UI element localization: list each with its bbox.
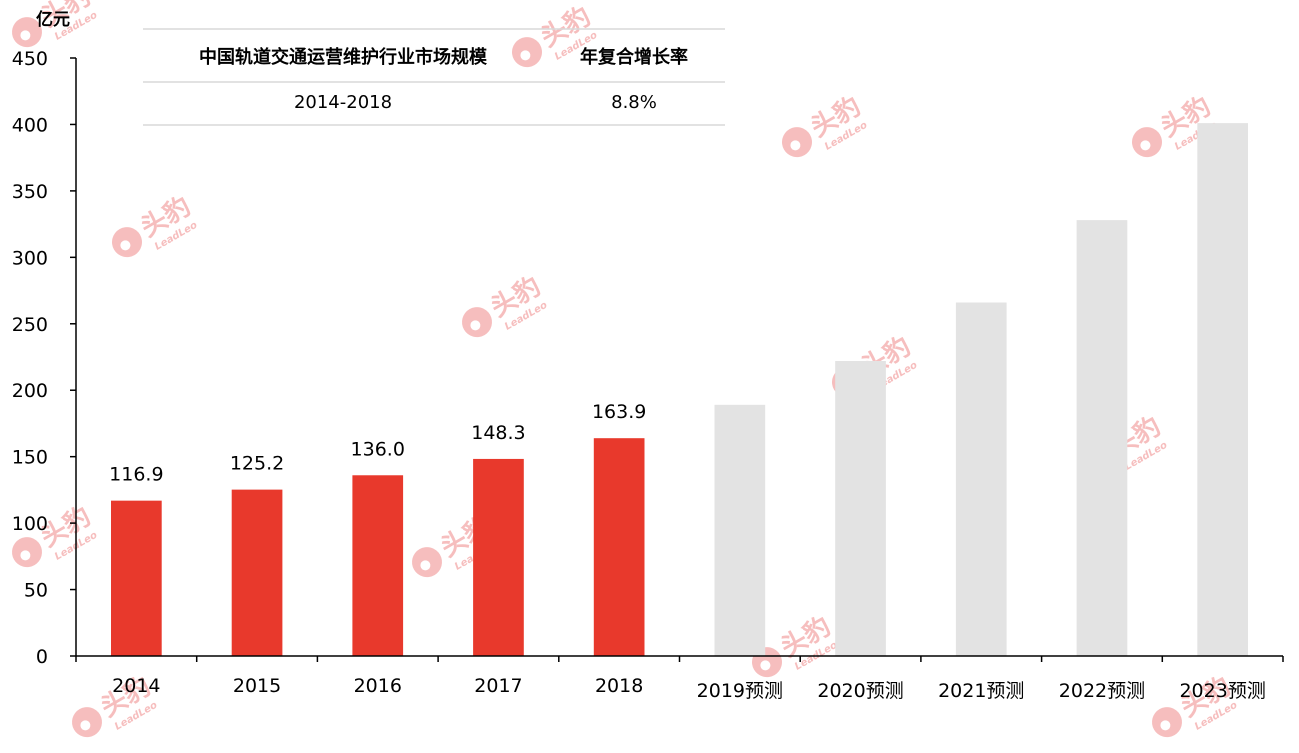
y-axis-unit-label: 亿元 xyxy=(36,9,70,30)
y-tick-label: 100 xyxy=(12,513,48,535)
y-tick-label: 300 xyxy=(12,247,48,269)
y-tick-label: 200 xyxy=(12,380,48,402)
x-tick-label: 2021预测 xyxy=(938,680,1024,702)
y-tick-label: 0 xyxy=(36,646,48,668)
bar-value-label: 116.9 xyxy=(109,464,163,486)
bar xyxy=(111,500,162,656)
bar-value-label: 163.9 xyxy=(592,401,646,423)
y-tick-label: 400 xyxy=(12,114,48,136)
bar-value-label: 125.2 xyxy=(230,453,284,475)
y-tick-label: 150 xyxy=(12,447,48,469)
y-tick-label: 250 xyxy=(12,314,48,336)
bar xyxy=(352,475,404,656)
bar xyxy=(593,438,645,656)
bar xyxy=(231,489,283,656)
bar xyxy=(1076,220,1128,656)
x-tick-label: 2020预测 xyxy=(817,680,903,702)
bar-series: 116.9 125.2 136.0 148.3 163.9 xyxy=(109,123,1248,657)
bar xyxy=(955,302,1007,656)
y-axis: 0 50 100 150 200 250 300 350 400 450 xyxy=(12,48,77,668)
y-tick-label: 450 xyxy=(12,48,48,70)
bar xyxy=(835,360,886,656)
bar xyxy=(473,458,524,656)
x-tick-label: 2018 xyxy=(595,675,643,697)
x-tick-label: 2022预测 xyxy=(1059,680,1145,702)
bar xyxy=(714,404,766,656)
bar-value-label: 136.0 xyxy=(351,438,405,460)
x-tick-label: 2017 xyxy=(474,675,522,697)
x-tick-label: 2014 xyxy=(112,675,160,697)
bar xyxy=(1197,123,1248,657)
x-tick-label: 2019预测 xyxy=(697,680,783,702)
x-tick-label: 2016 xyxy=(354,675,402,697)
bar-value-label: 148.3 xyxy=(471,422,525,444)
y-tick-label: 350 xyxy=(12,181,48,203)
x-axis: 2014 2015 2016 2017 2018 2019预测 2020预测 2021预测 20… xyxy=(75,655,1284,702)
x-tick-label: 2015 xyxy=(233,675,281,697)
table-cell-cagr-value: 8.8% xyxy=(611,92,657,113)
table-header-market-size: 中国轨道交通运营维护行业市场规模 xyxy=(199,46,488,68)
table-cell-period: 2014-2018 xyxy=(294,92,392,113)
y-tick-label: 50 xyxy=(24,580,48,602)
info-table: 中国轨道交通运营维护行业市场规模 年复合增长率 2014-2018 8.8% xyxy=(143,28,725,126)
table-header-cagr: 年复合增长率 xyxy=(580,46,688,68)
x-tick-label: 2023预测 xyxy=(1179,680,1265,702)
